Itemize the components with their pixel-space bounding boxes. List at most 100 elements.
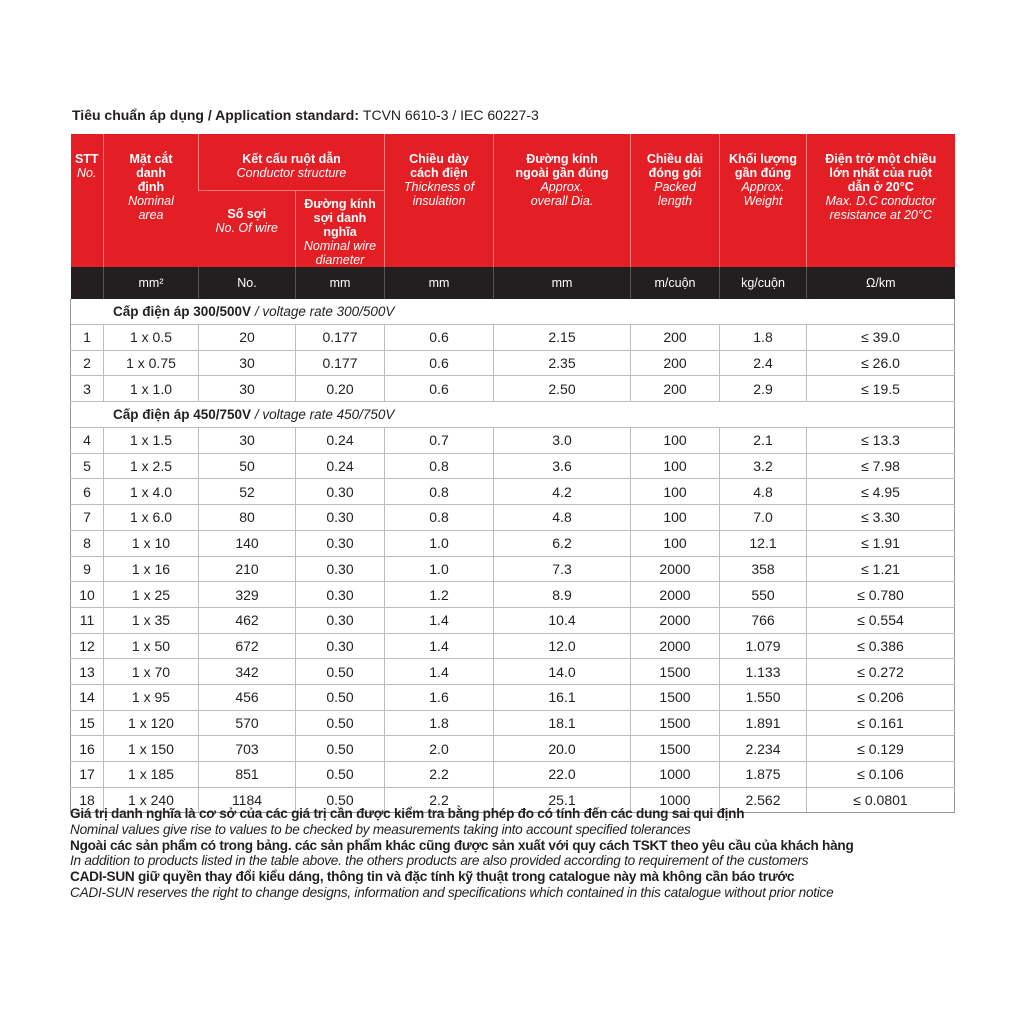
table-cell: 1 x 240: [103, 786, 199, 814]
table-cell: 1 x 120: [103, 709, 199, 737]
header-packed-length: Chiều dài đóng gói Packed length: [630, 134, 720, 267]
table-row: 18 1 x 240 1184 0.50 2.2 25.1 1000 2.562 ≤ 0.080…: [70, 786, 955, 814]
table-cell: ≤ 0.106: [806, 761, 955, 788]
table-cell: 2: [70, 349, 104, 377]
table-cell: 12.1: [719, 529, 807, 557]
table-cell: 5: [70, 452, 104, 480]
table-cell: 1.550: [719, 683, 807, 711]
table-row: 12 1 x 50 672 0.30 1.4 12.0 2000 1.079 ≤ 0.386: [70, 632, 955, 660]
table-cell: 1500: [630, 735, 720, 762]
table-cell: 1.0: [384, 529, 494, 557]
table-cell: 1 x 4.0: [103, 478, 199, 506]
table-cell: ≤ 0.161: [806, 709, 955, 737]
table-cell: 10.4: [493, 606, 631, 634]
unit-cell: kg/cuộn: [719, 267, 807, 299]
table-cell: 703: [198, 735, 296, 762]
table-row: 10 1 x 25 329 0.30 1.2 8.9 2000 550 ≤ 0.780: [70, 581, 955, 608]
section-label-en: / voltage rate 300/500V: [251, 304, 395, 319]
table-cell: 1 x 150: [103, 735, 199, 762]
table-cell: 14: [70, 683, 104, 711]
footnote-line: In addition to products listed in the ta…: [70, 853, 809, 869]
table-cell: ≤ 0.272: [806, 658, 955, 685]
table-cell: ≤ 1.21: [806, 555, 955, 583]
table-cell: 1.133: [719, 658, 807, 685]
section-label-en: / voltage rate 450/750V: [251, 407, 395, 423]
table-cell: 140: [198, 529, 296, 557]
table-cell: 14.0: [493, 658, 631, 685]
table-cell: 7.0: [719, 504, 807, 531]
table-cell: 0.6: [384, 349, 494, 377]
table-cell: 7.3: [493, 555, 631, 583]
table-cell: 20.0: [493, 735, 631, 762]
table-cell: 80: [198, 504, 296, 531]
table-cell: 100: [630, 504, 720, 531]
table-cell: ≤ 0.386: [806, 632, 955, 660]
table-cell: 1.8: [719, 324, 807, 351]
table-cell: 358: [719, 555, 807, 583]
table-cell: 1 x 6.0: [103, 504, 199, 531]
table-cell: ≤ 39.0: [806, 324, 955, 351]
table-cell: 1000: [630, 786, 720, 814]
unit-cell: mm: [295, 267, 385, 299]
table-cell: 1 x 0.75: [103, 349, 199, 377]
table-cell: 30: [198, 427, 296, 454]
table-cell: 1 x 185: [103, 761, 199, 788]
header-insulation: Chiều dày cách điện Thickness of insulati…: [384, 134, 494, 267]
table-cell: ≤ 3.30: [806, 504, 955, 531]
table-cell: 1.2: [384, 581, 494, 608]
unit-cell: Ω/km: [806, 267, 955, 299]
table-cell: 0.24: [295, 452, 385, 480]
table-cell: 0.50: [295, 709, 385, 737]
table-cell: 3: [70, 375, 104, 403]
table-cell: ≤ 0.0801: [806, 786, 955, 814]
table-cell: 8: [70, 529, 104, 557]
table-cell: 30: [198, 349, 296, 377]
header-overall-dia: Đường kính ngoài gần đúng Approx. overall…: [493, 134, 631, 267]
table-cell: 672: [198, 632, 296, 660]
table-cell: 1 x 70: [103, 658, 199, 685]
table-cell: 100: [630, 478, 720, 506]
unit-cell: No.: [198, 267, 296, 299]
section-row: Cấp điện áp 300/500V / voltage rate 300/…: [70, 299, 955, 325]
table-cell: ≤ 19.5: [806, 375, 955, 403]
table-cell: 0.30: [295, 606, 385, 634]
section-label: Cấp điện áp 300/500V / voltage rate 300/…: [70, 299, 955, 325]
table-cell: ≤ 1.91: [806, 529, 955, 557]
table-cell: 1.4: [384, 632, 494, 660]
table-cell: 851: [198, 761, 296, 788]
table-cell: 1500: [630, 683, 720, 711]
table-cell: 6: [70, 478, 104, 506]
table-cell: 0.7: [384, 427, 494, 454]
table-cell: 342: [198, 658, 296, 685]
table-cell: 1 x 50: [103, 632, 199, 660]
table-cell: 3.6: [493, 452, 631, 480]
table-cell: 462: [198, 606, 296, 634]
table-cell: 1 x 35: [103, 606, 199, 634]
table-cell: 766: [719, 606, 807, 634]
table-cell: ≤ 0.206: [806, 683, 955, 711]
table-cell: 0.50: [295, 683, 385, 711]
standard-label: Tiêu chuẩn áp dụng / Application standar…: [72, 107, 360, 123]
table-cell: 2000: [630, 632, 720, 660]
table-cell: 0.50: [295, 786, 385, 814]
table-cell: 0.50: [295, 658, 385, 685]
table-cell: 2000: [630, 606, 720, 634]
table-cell: 4.8: [719, 478, 807, 506]
table-cell: 0.177: [295, 349, 385, 377]
table-cell: 4: [70, 427, 104, 454]
table-cell: 0.20: [295, 375, 385, 403]
unit-cell: mm: [493, 267, 631, 299]
table-cell: 1.8: [384, 709, 494, 737]
table-cell: 2.9: [719, 375, 807, 403]
table-row: 13 1 x 70 342 0.50 1.4 14.0 1500 1.133 ≤ 0.272: [70, 658, 955, 685]
table-row: 15 1 x 120 570 0.50 1.8 18.1 1500 1.891 ≤ 0.161: [70, 709, 955, 737]
table-cell: 1 x 16: [103, 555, 199, 583]
table-cell: 16.1: [493, 683, 631, 711]
unit-cell: m/cuộn: [630, 267, 720, 299]
table-cell: 100: [630, 452, 720, 480]
table-cell: 3.2: [719, 452, 807, 480]
